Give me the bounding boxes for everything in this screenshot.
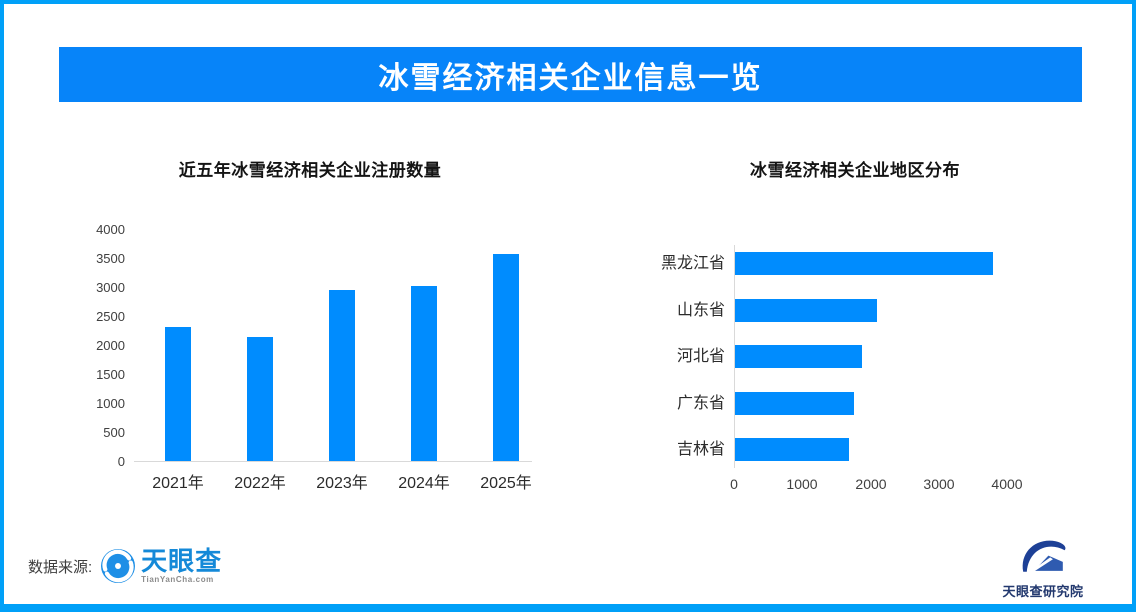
registration-y-tick-label: 3500 xyxy=(96,251,125,266)
registration-y-tick-label: 1000 xyxy=(96,396,125,411)
page-title: 冰雪经济相关企业信息一览 xyxy=(378,61,763,95)
institute-logo: 天眼查研究院 xyxy=(998,534,1088,600)
region-category-label: 广东省 xyxy=(676,395,725,412)
region-x-tick-label: 4000 xyxy=(991,476,1023,492)
data-source-label: 数据来源: xyxy=(28,558,93,576)
registration-y-tick-label: 1500 xyxy=(96,367,125,382)
registration-chart-title: 近五年冰雪经济相关企业注册数量 xyxy=(178,161,442,180)
region-bar xyxy=(735,299,877,322)
registration-y-tick-label: 500 xyxy=(103,425,125,440)
registration-bar xyxy=(411,286,437,461)
tianyancha-domain: TianYanCha.com xyxy=(141,575,214,584)
registration-x-axis-line xyxy=(134,461,532,462)
registration-x-category-label: 2022年 xyxy=(234,475,286,492)
region-bar xyxy=(735,345,862,368)
institute-mountain-icon xyxy=(1022,540,1066,573)
region-category-label: 黑龙江省 xyxy=(660,255,725,272)
registration-y-tick-label: 2000 xyxy=(96,338,125,353)
region-bar xyxy=(735,252,993,275)
institute-name: 天眼查研究院 xyxy=(1002,584,1084,599)
registration-y-tick-label: 4000 xyxy=(96,222,125,237)
registration-x-category-label: 2023年 xyxy=(316,475,368,492)
registration-y-tick-label: 3000 xyxy=(96,280,125,295)
tianyancha-logo: 天眼查 TianYanCha.com xyxy=(101,548,222,584)
tianyancha-swirl-icon xyxy=(101,549,136,583)
registration-bar xyxy=(247,337,273,461)
region-category-label: 吉林省 xyxy=(676,441,725,458)
registration-bar xyxy=(493,254,519,461)
title-banner: 冰雪经济相关企业信息一览 xyxy=(59,47,1082,102)
region-chart-title: 冰雪经济相关企业地区分布 xyxy=(750,161,960,180)
registration-bar xyxy=(329,290,355,461)
region-x-tick-label: 0 xyxy=(730,476,738,492)
region-bar xyxy=(735,438,849,461)
registration-y-tick-label: 0 xyxy=(117,454,125,469)
region-category-label: 河北省 xyxy=(676,348,725,365)
tianyancha-wordmark: 天眼查 xyxy=(141,546,223,576)
registration-y-tick-label: 2500 xyxy=(96,309,125,324)
region-bar xyxy=(735,392,854,415)
registration-bar xyxy=(165,327,191,461)
region-chart: 黑龙江省山东省河北省广东省吉林省 0 1000 2000 3000 4000 xyxy=(620,222,1090,502)
region-x-tick-label: 3000 xyxy=(923,476,955,492)
data-source: 数据来源: 天眼查 TianYanCha.com xyxy=(28,544,222,588)
registration-x-category-label: 2021年 xyxy=(152,475,204,492)
region-y-axis-line xyxy=(734,245,735,468)
registration-chart: 4000 3500 3000 2500 2000 1500 1000 500 0 2021年 20… xyxy=(30,222,590,502)
region-category-label: 山东省 xyxy=(676,302,725,319)
region-x-tick-label: 2000 xyxy=(855,476,887,492)
region-x-tick-label: 1000 xyxy=(786,476,818,492)
registration-x-category-label: 2024年 xyxy=(398,475,450,492)
registration-x-category-label: 2025年 xyxy=(480,475,532,492)
